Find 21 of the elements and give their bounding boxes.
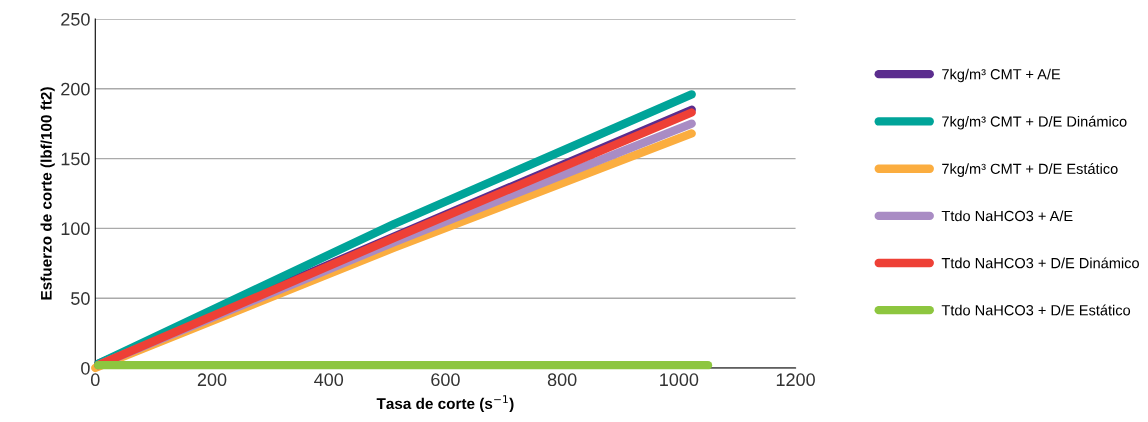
y-tick-label: 50 <box>71 292 90 305</box>
legend-label: 7kg/m³ CMT + D/E Estático <box>942 163 1118 177</box>
x-tick-label: 200 <box>197 373 227 387</box>
y-tick-label: 0 <box>81 361 90 375</box>
legend-label: Ttdo NaHCO3 + D/E Estático <box>941 304 1131 316</box>
x-tick-label: 1000 <box>660 373 699 387</box>
y-tick-label: 150 <box>61 152 90 166</box>
x-tick-label: 1200 <box>776 373 815 387</box>
legend-label: 7kg/m³ CMT + D/E Dinámico <box>942 115 1127 130</box>
x-tick-label: 0 <box>90 373 100 387</box>
x-tick-label: 600 <box>431 373 460 387</box>
x-tick-label: 400 <box>314 373 344 387</box>
y-tick-label: 200 <box>61 82 90 96</box>
legend-label: 7kg/m³ CMT + A/E <box>942 68 1061 83</box>
x-tick-label: 800 <box>547 373 577 387</box>
x-axis-title: Tasa de corte (s$^{−1}$) <box>376 395 514 413</box>
legend-label: Ttdo NaHCO3 + A/E <box>941 210 1073 222</box>
y-axis-title: Esfuerzo de corte (lbf/100 ft2) <box>40 87 55 300</box>
legend-label: Ttdo NaHCO3 + D/E Dinámico <box>941 257 1139 269</box>
y-tick-label: 250 <box>61 12 90 26</box>
y-tick-label: 100 <box>61 222 90 236</box>
